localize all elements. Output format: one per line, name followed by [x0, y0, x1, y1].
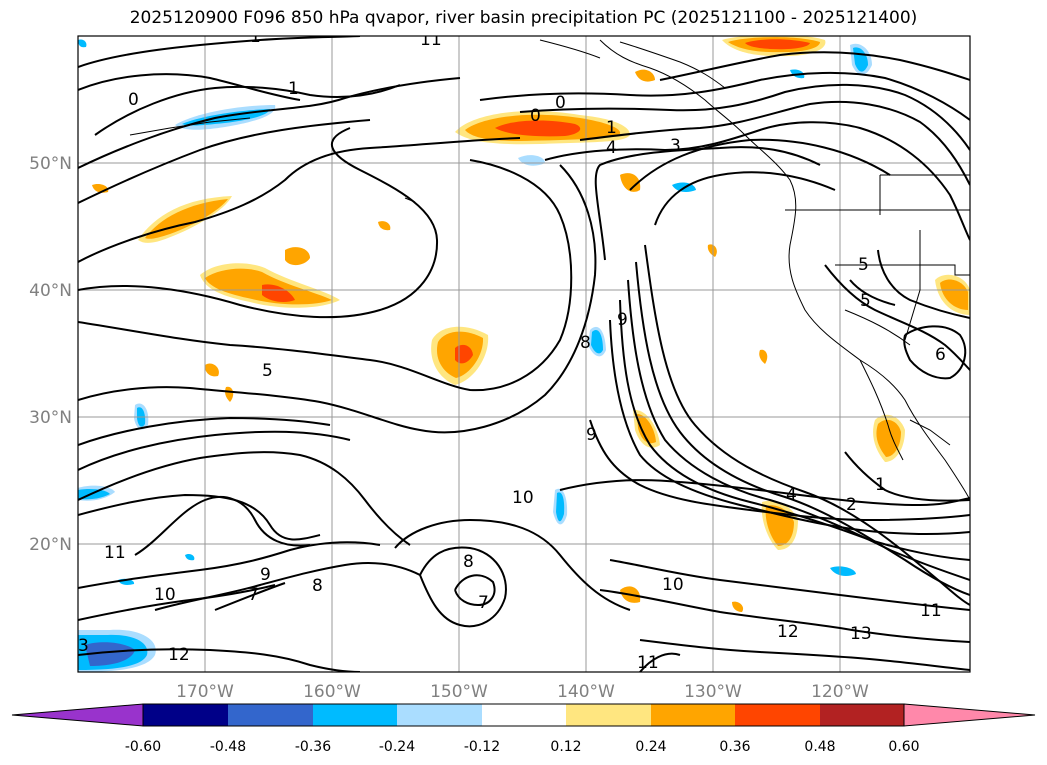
map-title: 2025120900 F096 850 hPa qvapor, river ba… [129, 8, 918, 28]
colorbar-segment [735, 704, 820, 726]
contour-label: 9 [586, 425, 597, 445]
contour-label: 12 [777, 622, 799, 642]
contour-label: 11 [104, 543, 126, 563]
coastline [129, 39, 970, 501]
colorbar: -0.60 -0.48 -0.36 -0.24 -0.12 0.12 0.24 … [11, 703, 1036, 755]
colorbar-tick-label: -0.48 [210, 739, 246, 755]
contour-label: 13 [850, 624, 872, 644]
latitude-labels: 50°N 40°N 30°N 20°N [29, 154, 72, 555]
contour-label: 11 [920, 601, 942, 621]
lon-label-170w: 170°W [176, 682, 234, 702]
contour-label: 6 [935, 345, 946, 365]
contour-label: 12 [168, 645, 190, 665]
colorbar-segment [482, 704, 566, 726]
contour-labels: 0 0 0 1 1 1 3 4 5 5 5 8 9 9 10 10 10 11 … [78, 27, 946, 673]
contour-label: 10 [662, 575, 684, 595]
qvapor-contours [78, 36, 970, 672]
colorbar-tick-labels: -0.60 -0.48 -0.36 -0.24 -0.12 0.12 0.24 … [125, 739, 920, 755]
contour-label: 2 [846, 495, 857, 515]
contour-label: 3 [78, 636, 89, 656]
contour-label: 11 [420, 30, 442, 50]
contour-label: 8 [312, 576, 323, 596]
colorbar-tick-label: 0.36 [719, 739, 750, 755]
colorbar-segment [143, 704, 228, 726]
contour-label: 5 [858, 255, 869, 275]
colorbar-tick-label: 0.48 [804, 739, 835, 755]
contour-label: 11 [637, 653, 659, 673]
colorbar-tick-label: 0.12 [550, 739, 581, 755]
lon-label-150w: 150°W [430, 682, 488, 702]
colorbar-tick-label: -0.60 [125, 739, 161, 755]
lon-label-120w: 120°W [811, 682, 869, 702]
lon-label-160w: 160°W [303, 682, 361, 702]
contour-label: 9 [617, 310, 628, 330]
colorbar-max-extend [903, 703, 1036, 727]
lat-label-30n: 30°N [29, 408, 72, 428]
contour-label: 1 [875, 475, 886, 495]
contour-label: 3 [670, 136, 681, 156]
contour-label: 7 [248, 585, 259, 605]
contour-label: 1 [250, 27, 261, 47]
contour-label: 7 [478, 593, 489, 613]
longitude-labels: 170°W 160°W 150°W 140°W 130°W 120°W [176, 682, 869, 702]
colorbar-tick-label: -0.36 [295, 739, 331, 755]
contour-label: 5 [262, 361, 273, 381]
lon-label-130w: 130°W [684, 682, 742, 702]
contour-label: 4 [606, 138, 617, 158]
colorbar-tick-label: -0.12 [464, 739, 500, 755]
lat-label-50n: 50°N [29, 154, 72, 174]
contour-label: 10 [154, 585, 176, 605]
lon-label-140w: 140°W [557, 682, 615, 702]
contour-label: 0 [128, 90, 139, 110]
lat-label-20n: 20°N [29, 535, 72, 555]
contour-label: 0 [555, 93, 566, 113]
colorbar-segment [820, 704, 904, 726]
contour-label: 1 [606, 118, 617, 138]
contour-label: 4 [786, 485, 797, 505]
contour-label: 8 [463, 552, 474, 572]
contour-label: 0 [530, 106, 541, 126]
lat-label-40n: 40°N [29, 281, 72, 301]
contour-label: 5 [860, 291, 871, 311]
contour-label: 8 [580, 333, 591, 353]
contour-label: 10 [512, 488, 534, 508]
contour-label: 1 [288, 79, 299, 99]
colorbar-segment [313, 704, 397, 726]
colorbar-tick-label: -0.24 [379, 739, 415, 755]
colorbar-min-extend [11, 703, 144, 727]
colorbar-segment [228, 704, 313, 726]
colorbar-segment [651, 704, 735, 726]
colorbar-tick-label: 0.24 [635, 739, 666, 755]
colorbar-tick-label: 0.60 [888, 739, 919, 755]
colorbar-segment [566, 704, 651, 726]
colorbar-segment [397, 704, 482, 726]
contour-label: 9 [260, 565, 271, 585]
